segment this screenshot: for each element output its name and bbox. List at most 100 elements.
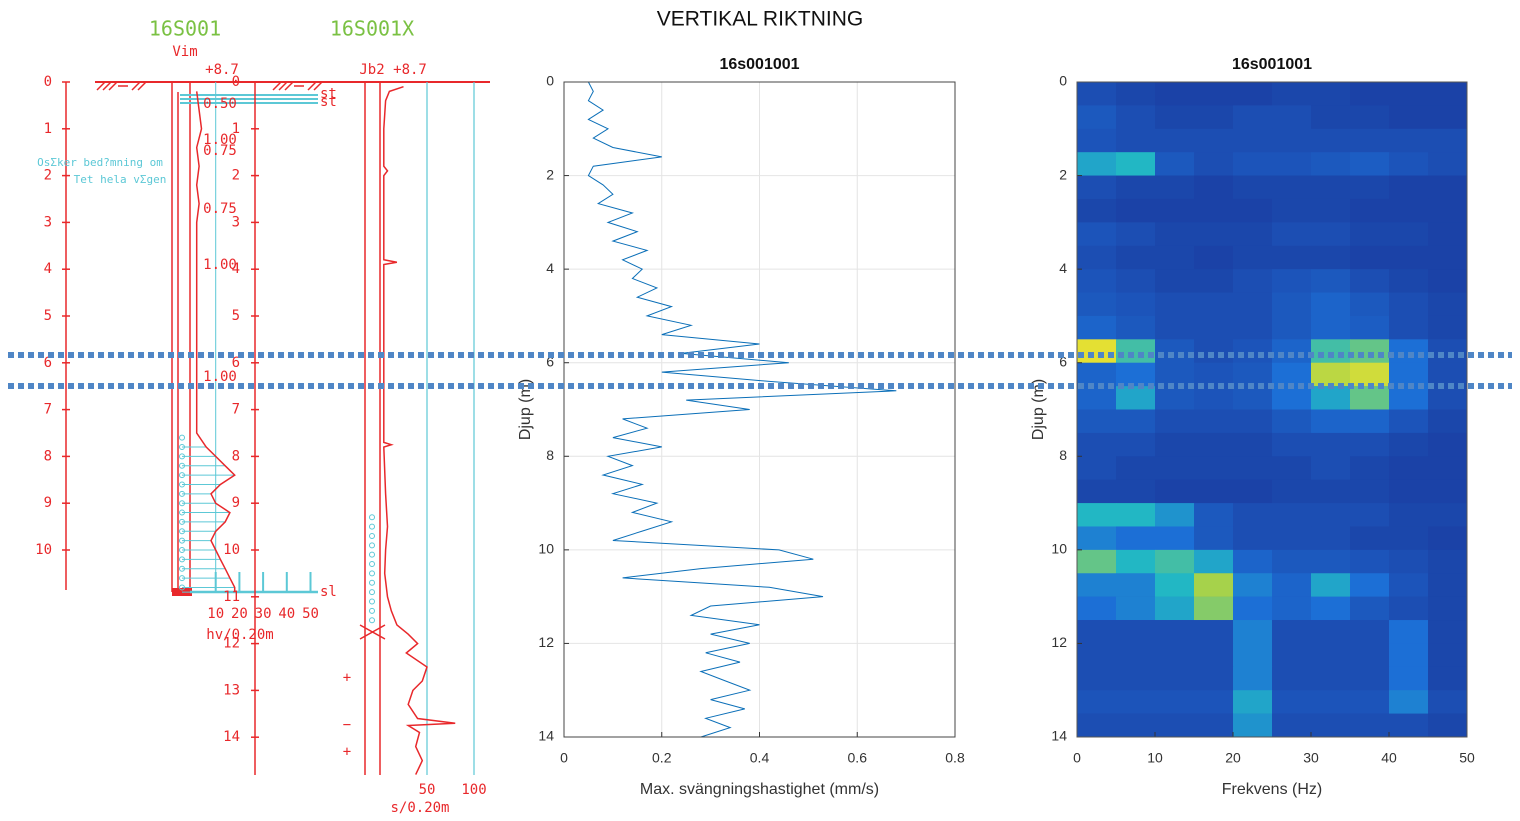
heatmap-cell <box>1272 222 1312 247</box>
borehole-id: 16S001 <box>149 17 221 41</box>
borehole-id: 16S001X <box>330 17 414 41</box>
value-axis-label: hv/0.20m <box>206 627 273 643</box>
heatmap-cell <box>1155 666 1195 691</box>
heatmap-cell <box>1155 292 1195 317</box>
heatmap-cell <box>1389 479 1429 504</box>
heatmap-cell <box>1272 643 1312 668</box>
depth-tick-label: 2 <box>44 168 52 184</box>
heatmap-cell <box>1194 292 1234 317</box>
note: 1.00 <box>203 257 237 273</box>
x-tick-label: 0 <box>560 750 568 766</box>
heatmap-cell <box>1233 713 1273 738</box>
heatmap-cell <box>1311 362 1351 387</box>
heatmap-cell <box>1116 479 1156 504</box>
heatmap-cell <box>1428 175 1468 200</box>
heatmap-cell <box>1350 526 1390 551</box>
heatmap-cell <box>1116 82 1156 106</box>
heatmap-cell <box>1116 386 1156 410</box>
sounding-curve <box>195 91 236 593</box>
heatmap-cell <box>1350 596 1390 621</box>
heatmap-cell <box>1155 620 1195 644</box>
heatmap-cell <box>1428 596 1468 621</box>
depth-tick-label: 0 <box>44 74 52 90</box>
heatmap-cell <box>1155 549 1195 574</box>
heatmap-cell <box>1116 526 1156 551</box>
axes-frame <box>563 81 956 738</box>
heatmap-cell <box>1350 362 1390 387</box>
heatmap-cell <box>1116 432 1156 457</box>
heatmap-cell <box>1350 432 1390 457</box>
heatmap-cell <box>1233 596 1273 621</box>
heatmap-cell <box>1155 339 1195 364</box>
heatmap-cell <box>1311 503 1351 527</box>
y-tick-label: 14 <box>538 728 554 744</box>
axes-frame <box>1076 81 1468 738</box>
heatmap-cell <box>1155 432 1195 457</box>
heatmap-cell <box>1116 269 1156 293</box>
heatmap-cell <box>1194 456 1234 480</box>
heatmap-cell <box>1389 105 1429 130</box>
heatmap-cell <box>1194 362 1234 387</box>
heatmap-cell <box>1350 222 1390 247</box>
heatmap-cell <box>1389 643 1429 668</box>
heatmap-cell <box>1155 269 1195 293</box>
heatmap-cell <box>1272 713 1312 738</box>
heatmap-cell <box>1389 152 1429 176</box>
heatmap-cell <box>1116 245 1156 270</box>
data-line <box>587 81 897 738</box>
heatmap-cell <box>1428 503 1468 527</box>
heatmap-cell <box>1272 432 1312 457</box>
heatmap-cell <box>1311 82 1351 106</box>
heatmap-cell <box>1428 479 1468 504</box>
heatmap-cell <box>1194 479 1234 504</box>
heatmap-cell <box>1428 666 1468 691</box>
x-tick-label: 0.6 <box>848 750 868 766</box>
heatmap-cell <box>1233 105 1273 130</box>
y-tick-label: 10 <box>1051 541 1067 557</box>
heatmap-cell <box>1272 269 1312 293</box>
heatmap-cell <box>1155 573 1195 597</box>
charts: 0 0.2 0.4 0.6 0.8 0 2 4 6 8 10 12 14 16s001001 Max. sv… <box>517 56 1475 798</box>
heatmap-cell <box>1155 152 1195 176</box>
heatmap-cell <box>1389 573 1429 597</box>
x-tick-label: 50 <box>1459 750 1475 766</box>
heatmap-cell <box>1077 549 1117 574</box>
heatmap-cell <box>1077 432 1117 457</box>
heatmap-cell <box>1389 315 1429 340</box>
heatmap-cell <box>1116 362 1156 387</box>
heatmap-cell <box>1311 198 1351 223</box>
sample-marker <box>369 551 375 558</box>
heatmap-cell <box>1155 386 1195 410</box>
heatmap-cell <box>1233 245 1273 270</box>
heatmap-cell <box>1116 643 1156 668</box>
heatmap-cell <box>1272 620 1312 644</box>
heatmap-cell <box>1272 503 1312 527</box>
heatmap-cell <box>1350 315 1390 340</box>
heatmap-cell <box>1272 339 1312 364</box>
heatmap-cell <box>1272 690 1312 714</box>
heatmap-cell <box>1311 713 1351 738</box>
method: Vim <box>172 44 197 60</box>
heatmap-cell <box>1311 175 1351 200</box>
y-tick-label: 8 <box>1059 447 1067 463</box>
heatmap-cell <box>1428 128 1468 153</box>
depth-tick-label: 1 <box>232 121 240 137</box>
depth-tick-label: 6 <box>44 355 52 371</box>
heatmap-cell <box>1428 643 1468 668</box>
y-axis-label: Djup (m) <box>1030 379 1047 440</box>
heatmap-cell <box>1350 620 1390 644</box>
heatmap-cell <box>1272 128 1312 153</box>
sample-marker <box>369 617 375 624</box>
heatmap-cell <box>1233 198 1273 223</box>
heatmap-cell <box>1272 479 1312 504</box>
depth-tick-label: 8 <box>232 448 240 464</box>
heatmap-cell <box>1350 690 1390 714</box>
heatmap-cell <box>1389 386 1429 410</box>
heatmap-cell <box>1311 690 1351 714</box>
heatmap-cell <box>1194 315 1234 340</box>
heatmap-cell <box>1194 128 1234 153</box>
heatmap-cell <box>1311 409 1351 434</box>
heatmap-cell <box>1272 362 1312 387</box>
y-tick-label: 2 <box>546 166 554 182</box>
y-tick-label: 0 <box>546 73 554 89</box>
